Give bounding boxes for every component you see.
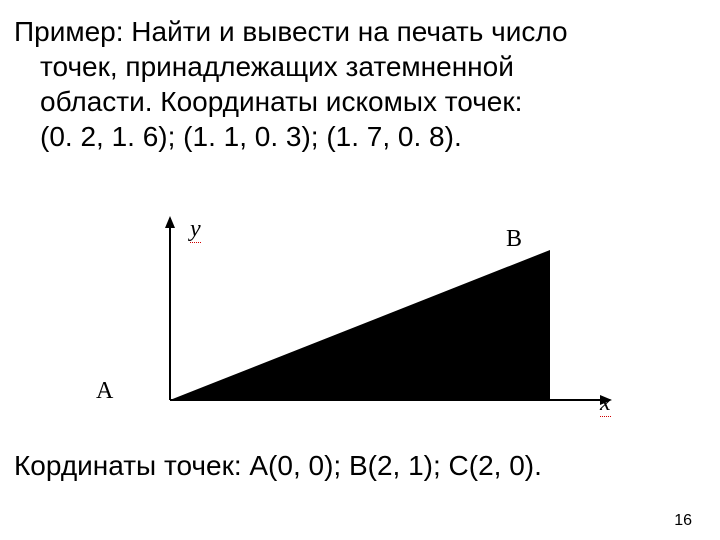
y-axis-label-text: y [190, 216, 201, 243]
vertex-coords-text: Кординаты точек: A(0, 0); B(2, 1); C(2, … [14, 448, 694, 483]
y-axis-label: y [190, 216, 201, 243]
x-axis-label: x [600, 390, 611, 417]
slide-page: Пример: Найти и вывести на печать число … [0, 0, 720, 540]
y-axis-arrow [165, 216, 175, 228]
vertex-A-label: A [96, 378, 113, 405]
vertex-C-label: C [488, 362, 504, 389]
task-line-2: точек, принадлежащих затемненной [14, 49, 694, 84]
vertex-B-label: B [506, 226, 522, 253]
task-line-4: (0. 2, 1. 6); (1. 1, 0. 3); (1. 7, 0. 8)… [14, 119, 694, 154]
task-line-1: Пример: Найти и вывести на печать число [14, 16, 568, 47]
triangle-chart: y x A B C [90, 210, 630, 430]
chart-svg [90, 210, 630, 430]
task-text: Пример: Найти и вывести на печать число … [14, 14, 694, 154]
x-axis-label-text: x [600, 390, 611, 417]
task-line-3: области. Координаты искомых точек: [14, 84, 694, 119]
page-number: 16 [674, 512, 692, 530]
